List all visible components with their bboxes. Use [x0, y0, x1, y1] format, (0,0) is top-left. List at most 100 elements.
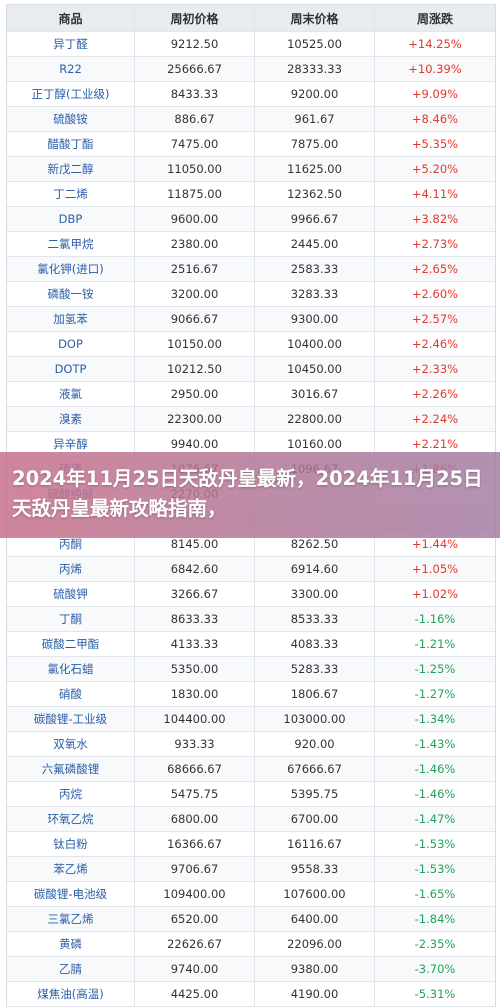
week-end-price-cell: 67666.67 [255, 757, 375, 781]
weekly-change-cell: -1.53% [414, 862, 456, 876]
weekly-change-cell: -1.16% [414, 612, 456, 626]
week-end-price-cell: 12362.50 [255, 182, 375, 206]
week-start-price-cell: 9066.67 [135, 307, 255, 331]
week-end-price-cell: 6914.60 [255, 557, 375, 581]
weekly-change-cell: -1.84% [414, 912, 456, 926]
weekly-change-cell: +4.11% [411, 187, 459, 201]
weekly-change-cell: +1.05% [411, 562, 459, 576]
commodity-name-cell: 碳酸锂-电池级 [7, 882, 135, 906]
weekly-change-cell: -1.43% [414, 737, 456, 751]
commodity-name-cell: 环氧乙烷 [7, 807, 135, 831]
table-row: 硫酸钾 3266.67 3300.00 +1.02% [7, 582, 495, 607]
week-start-price-cell: 1830.00 [135, 682, 255, 706]
commodity-name-cell: 乙腈 [7, 957, 135, 981]
week-end-price-cell: 22800.00 [255, 407, 375, 431]
article-title-banner[interactable]: 2024年11月25日天敌丹皇最新，2024年11月25日天敌丹皇最新攻略指南， [0, 452, 500, 538]
week-start-price-cell: 8633.33 [135, 607, 255, 631]
commodity-name-cell: 正丁醇(工业级) [7, 82, 135, 106]
week-start-price-cell: 10212.50 [135, 357, 255, 381]
weekly-change-cell: -1.53% [414, 837, 456, 851]
week-start-price-cell: 6800.00 [135, 807, 255, 831]
commodity-name-cell: 硫酸钾 [7, 582, 135, 606]
weekly-change-cell: +2.33% [411, 362, 459, 376]
week-start-price-cell: 16366.67 [135, 832, 255, 856]
table-row: 丙酮 8145.00 8262.50 +1.44% [7, 532, 495, 557]
week-end-price-cell: 2583.33 [255, 257, 375, 281]
commodity-name-cell: 双氧水 [7, 732, 135, 756]
table-row: DOP 10150.00 10400.00 +2.46% [7, 332, 495, 357]
table-row: 加氢苯 9066.67 9300.00 +2.57% [7, 307, 495, 332]
commodity-name-cell: DOTP [7, 357, 135, 381]
week-start-price-cell: 9706.67 [135, 857, 255, 881]
commodity-name-cell: 氯化石蜡 [7, 657, 135, 681]
week-start-price-cell: 10150.00 [135, 332, 255, 356]
week-start-price-cell: 9940.00 [135, 432, 255, 456]
weekly-change-cell: -1.25% [414, 662, 456, 676]
commodity-name-cell: 二氯甲烷 [7, 232, 135, 256]
column-header-commodity: 商品 [7, 5, 135, 31]
commodity-name-cell: 醋酸丁酯 [7, 132, 135, 156]
week-end-price-cell: 8533.33 [255, 607, 375, 631]
weekly-change-cell: -1.21% [414, 637, 456, 651]
commodity-name-cell: 加氢苯 [7, 307, 135, 331]
table-row: 碳酸锂-电池级 109400.00 107600.00 -1.65% [7, 882, 495, 907]
week-start-price-cell: 7475.00 [135, 132, 255, 156]
weekly-change-cell: -1.65% [414, 887, 456, 901]
commodity-name-cell: 异辛醇 [7, 432, 135, 456]
weekly-change-cell: -1.46% [414, 762, 456, 776]
table-row: 醋酸丁酯 7475.00 7875.00 +5.35% [7, 132, 495, 157]
weekly-change-cell: -1.47% [414, 812, 456, 826]
table-row: 二氯甲烷 2380.00 2445.00 +2.73% [7, 232, 495, 257]
week-end-price-cell: 107600.00 [255, 882, 375, 906]
week-start-price-cell: 11050.00 [135, 157, 255, 181]
commodity-name-cell: 六氟磷酸锂 [7, 757, 135, 781]
week-start-price-cell: 4133.33 [135, 632, 255, 656]
table-row: 氯化钾(进口) 2516.67 2583.33 +2.65% [7, 257, 495, 282]
table-row: 异丁醛 9212.50 10525.00 +14.25% [7, 32, 495, 57]
week-end-price-cell: 11625.00 [255, 157, 375, 181]
table-row: 环氧乙烷 6800.00 6700.00 -1.47% [7, 807, 495, 832]
table-row: 硫酸铵 886.67 961.67 +8.46% [7, 107, 495, 132]
week-start-price-cell: 25666.67 [135, 57, 255, 81]
table-row: 乙腈 9740.00 9380.00 -3.70% [7, 957, 495, 982]
weekly-change-cell: -2.35% [414, 937, 456, 951]
table-row: 苯乙烯 9706.67 9558.33 -1.53% [7, 857, 495, 882]
week-end-price-cell: 103000.00 [255, 707, 375, 731]
commodity-name-cell: 丙烷 [7, 782, 135, 806]
table-row: DBP 9600.00 9966.67 +3.82% [7, 207, 495, 232]
week-end-price-cell: 9966.67 [255, 207, 375, 231]
week-start-price-cell: 6520.00 [135, 907, 255, 931]
weekly-change-cell: -3.70% [414, 962, 456, 976]
commodity-name-cell: 丁二烯 [7, 182, 135, 206]
week-start-price-cell: 5350.00 [135, 657, 255, 681]
week-end-price-cell: 28333.33 [255, 57, 375, 81]
week-end-price-cell: 6400.00 [255, 907, 375, 931]
weekly-change-cell: +2.57% [411, 312, 459, 326]
table-row: 溴素 22300.00 22800.00 +2.24% [7, 407, 495, 432]
table-row: 液氯 2950.00 3016.67 +2.26% [7, 382, 495, 407]
week-end-price-cell: 4190.00 [255, 982, 375, 1006]
week-start-price-cell: 109400.00 [135, 882, 255, 906]
table-row: 氯化石蜡 5350.00 5283.33 -1.25% [7, 657, 495, 682]
week-end-price-cell: 4083.33 [255, 632, 375, 656]
week-end-price-cell: 16116.67 [255, 832, 375, 856]
week-start-price-cell: 4425.00 [135, 982, 255, 1006]
weekly-change-cell: +3.82% [411, 212, 459, 226]
commodity-name-cell: 硫酸铵 [7, 107, 135, 131]
table-row: 黄磷 22626.67 22096.00 -2.35% [7, 932, 495, 957]
week-end-price-cell: 7875.00 [255, 132, 375, 156]
weekly-change-cell: +5.35% [411, 137, 459, 151]
column-header-weekly-change: 周涨跌 [416, 11, 453, 26]
week-end-price-cell: 2445.00 [255, 232, 375, 256]
table-row: 三氯乙烯 6520.00 6400.00 -1.84% [7, 907, 495, 932]
week-start-price-cell: 68666.67 [135, 757, 255, 781]
commodity-name-cell: 磷酸一铵 [7, 282, 135, 306]
table-row: 双氧水 933.33 920.00 -1.43% [7, 732, 495, 757]
commodity-name-cell: 钛白粉 [7, 832, 135, 856]
commodity-name-cell: 丙烯 [7, 557, 135, 581]
week-start-price-cell: 8145.00 [135, 532, 255, 556]
weekly-change-cell: +5.20% [411, 162, 459, 176]
column-header-week-end-price: 周末价格 [255, 5, 375, 31]
week-start-price-cell: 22626.67 [135, 932, 255, 956]
weekly-change-cell: +2.73% [411, 237, 459, 251]
